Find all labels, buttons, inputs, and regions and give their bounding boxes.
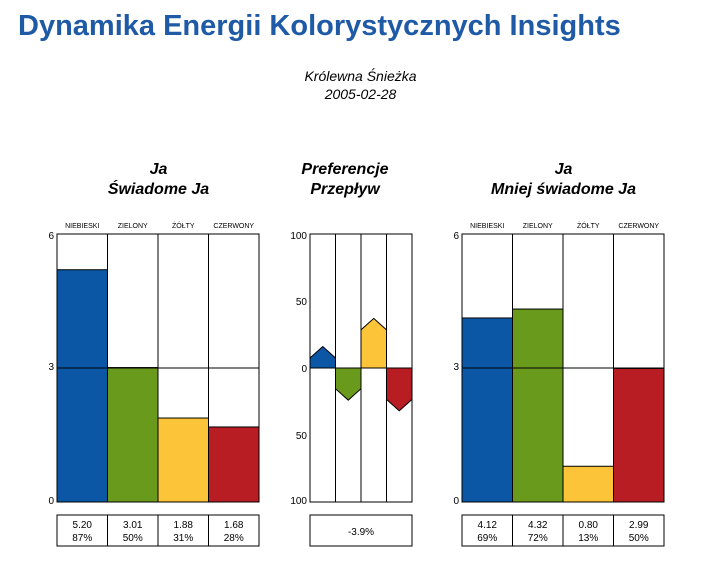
conscious-chart-title-line1: Ja <box>149 161 168 178</box>
preference-chart-title-line1: Preferencje <box>301 161 389 178</box>
less-conscious-category-label: NIEBIESKI <box>470 223 504 230</box>
conscious-percent-label: 87% <box>72 533 92 544</box>
less-conscious-ytick-label: 0 <box>453 496 459 507</box>
preference-ytick-label: 100 <box>290 231 307 242</box>
conscious-percent-label: 28% <box>224 533 244 544</box>
conscious-ytick-label: 0 <box>48 496 54 507</box>
preference-chart-title-line2: Przepływ <box>310 181 380 198</box>
conscious-value-label: 5.20 <box>73 520 93 531</box>
less-conscious-category-label: ŻÓŁTY <box>577 221 600 230</box>
less-conscious-chart-title-line2: Mniej świadome Ja <box>491 181 636 198</box>
conscious-category-label: NIEBIESKI <box>65 223 99 230</box>
conscious-chart-title: Ja Świadome Ja <box>57 160 260 200</box>
preference-summary-label: -3.9% <box>348 527 374 538</box>
person-name: Królewna Śnieżka <box>304 68 417 84</box>
page-title: Dynamika Energii Kolorystycznych Insight… <box>18 10 621 42</box>
conscious-ytick-label: 3 <box>48 362 54 373</box>
conscious-percent-label: 31% <box>173 533 193 544</box>
less-conscious-percent-label: 69% <box>477 533 497 544</box>
conscious-percent-label: 50% <box>123 533 143 544</box>
less-conscious-value-label: 4.32 <box>528 520 548 531</box>
conscious-bar-blue <box>56 269 108 503</box>
less-conscious-value-label: 0.80 <box>579 520 599 531</box>
preference-arrow-yellow <box>360 317 387 369</box>
preference-ytick-label: 50 <box>296 431 308 442</box>
preference-ytick-label: 100 <box>290 496 307 507</box>
preference-summary-box <box>309 514 413 547</box>
less-conscious-value-label: 2.99 <box>629 520 649 531</box>
less-conscious-category-label: ZIELONY <box>523 223 553 230</box>
conscious-value-label: 1.88 <box>174 520 194 531</box>
conscious-chart-title-line2: Świadome Ja <box>107 181 210 198</box>
less-conscious-bar-green <box>512 308 564 503</box>
conscious-bar-red <box>208 426 260 503</box>
conscious-value-label: 1.68 <box>224 520 244 531</box>
conscious-category-label: CZERWONY <box>213 223 254 230</box>
less-conscious-ytick-label: 6 <box>453 231 459 242</box>
conscious-ytick-label: 6 <box>48 231 54 242</box>
conscious-value-label: 3.01 <box>123 520 143 531</box>
conscious-bar-yellow <box>157 417 209 503</box>
report-date: 2005-02-28 <box>324 86 397 102</box>
conscious-category-label: ŻÓŁTY <box>172 221 195 230</box>
less-conscious-ytick-label: 3 <box>453 362 459 373</box>
less-conscious-category-label: CZERWONY <box>618 223 659 230</box>
less-conscious-bar-red <box>613 367 665 503</box>
preference-chart-title: Preferencje Przepływ <box>280 160 410 200</box>
less-conscious-chart-title: Ja Mniej świadome Ja <box>462 160 665 200</box>
less-conscious-bar-blue <box>461 317 513 503</box>
less-conscious-percent-label: 13% <box>578 533 598 544</box>
preference-ytick-label: 0 <box>301 364 307 375</box>
preference-ytick-label: 50 <box>296 297 308 308</box>
conscious-category-label: ZIELONY <box>118 223 148 230</box>
less-conscious-percent-label: 50% <box>629 533 649 544</box>
less-conscious-percent-label: 72% <box>528 533 548 544</box>
less-conscious-chart-title-line1: Ja <box>554 161 573 178</box>
less-conscious-value-label: 4.12 <box>478 520 498 531</box>
conscious-bar-green <box>107 367 159 503</box>
less-conscious-bar-yellow <box>562 465 614 503</box>
